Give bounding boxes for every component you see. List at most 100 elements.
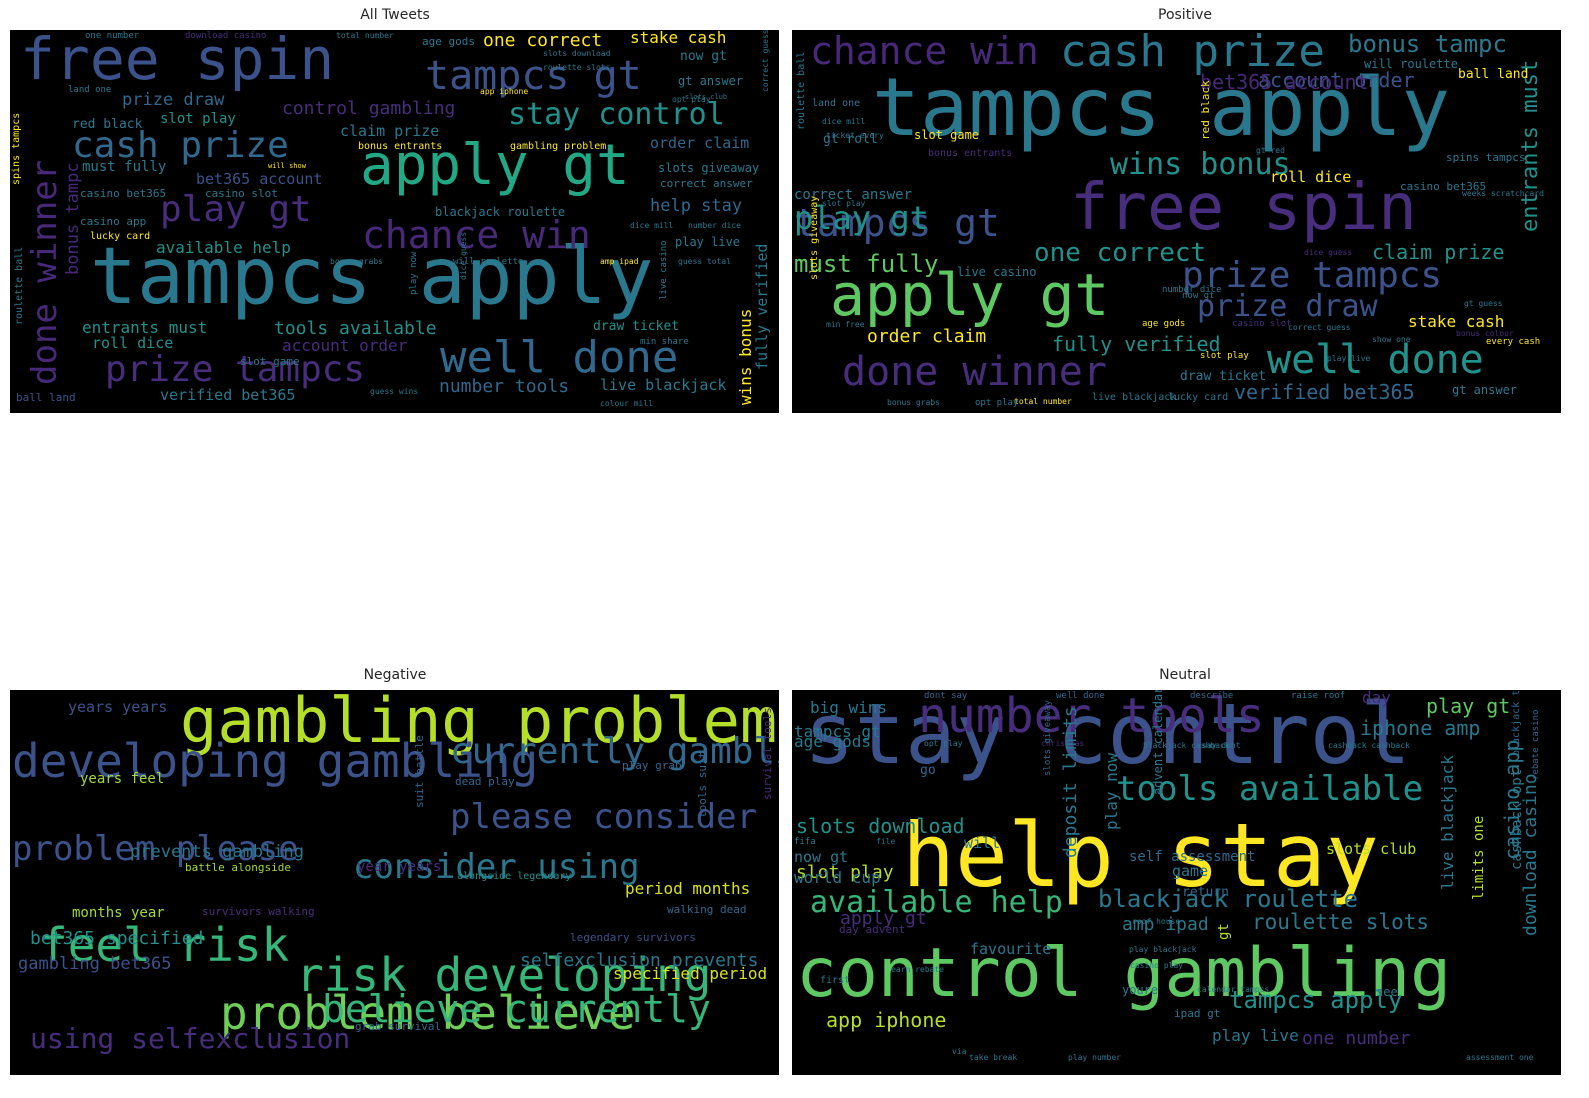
cloud-word: casino slot <box>1232 319 1292 329</box>
cloud-word: one correct <box>483 30 603 51</box>
cloud-word: bet365 account <box>1200 70 1369 94</box>
cloud-word: blackjack roulette <box>435 205 566 219</box>
cloud-word: tools available <box>274 318 437 339</box>
cloud-word: chance win <box>810 30 1039 73</box>
cloud-word: spins tampcs <box>11 112 22 185</box>
cloud-word: deposit limits <box>1060 706 1081 858</box>
cloud-word: guess wins <box>370 387 419 396</box>
panel-title: Neutral <box>1159 667 1211 683</box>
cloud-word: casino app <box>80 215 147 228</box>
cloud-word: specified period <box>613 964 768 983</box>
cloud-word: dice guess <box>1304 248 1353 257</box>
cloud-word: play now <box>1102 752 1121 830</box>
cloud-word: slot game <box>914 128 980 142</box>
cloud-word: please consider <box>450 797 758 837</box>
cloud-word: roof house <box>1132 917 1181 926</box>
cloud-word: number tools <box>918 690 1265 744</box>
cloud-word: bet365 account <box>196 170 323 188</box>
cloud-word: slots giveaway <box>658 161 760 175</box>
cloud-word: one correct <box>1034 238 1207 268</box>
cloud-word: gt <box>1216 923 1232 940</box>
cloud-word: bonus grabs <box>887 398 940 407</box>
cloud-word: bonus tampc <box>1348 30 1507 58</box>
panel-negative: Negative gambling problem developing gamb… <box>0 660 790 1090</box>
cloud-word: account order <box>1258 68 1415 92</box>
cloud-word: world cup <box>794 868 881 887</box>
cloud-word: assessment one <box>1466 1053 1534 1062</box>
cloud-word: bonus tampc <box>63 162 83 275</box>
cloud-word: gambling bet365 <box>18 954 172 974</box>
cloud-word: ball land <box>1458 67 1529 82</box>
cloud-word: prevents gambling <box>130 842 304 862</box>
cloud-word: apply gt <box>840 908 927 929</box>
cloud-word: bonus grabs <box>330 257 383 266</box>
cloud-word: play live <box>675 235 741 249</box>
cloud-word: walking dead <box>667 903 747 916</box>
cloud-word: amp ipad <box>600 257 639 266</box>
cloud-word: number dice <box>688 221 741 230</box>
cloud-word: bonus entrants <box>928 148 1013 159</box>
cloud-word: well done <box>1056 691 1105 701</box>
cloud-word: cashback opt <box>1509 768 1525 870</box>
cloud-word: well done <box>1267 337 1484 383</box>
cloud-word: apply gt <box>830 261 1110 329</box>
cloud-word: using selfexclusion <box>30 1022 351 1055</box>
cloud-word: blackjack roulette <box>1098 885 1359 913</box>
cloud-word: done winner <box>842 349 1107 395</box>
cloud-word: red black <box>72 117 143 132</box>
panel-title: All Tweets <box>360 7 430 23</box>
cloud-word: account order <box>282 336 408 355</box>
cloud-word: number dice <box>1162 285 1222 295</box>
word-cloud-neutral: stay control help stay control gambling num… <box>792 690 1561 1075</box>
cloud-word: well done <box>440 332 679 383</box>
cloud-word: correct answer <box>660 177 753 190</box>
cloud-word: casino bet365 <box>80 187 167 200</box>
cloud-word: cash prize <box>72 125 289 166</box>
panel-title: Negative <box>363 667 427 683</box>
cloud-word: available help <box>810 885 1063 920</box>
cloud-word: entrants must <box>82 318 208 337</box>
cloud-word: gt guess <box>1464 299 1503 308</box>
cloud-word: number tools <box>439 376 570 397</box>
cloud-word: stay control <box>508 97 725 132</box>
cloud-word: order claim <box>650 134 750 152</box>
cloud-word: download casino <box>185 31 267 41</box>
cloud-word: fully verified <box>753 243 771 370</box>
cloud-word: earn rebate <box>891 965 944 974</box>
cloud-word: via <box>952 1047 967 1056</box>
cloud-word: gt answer <box>678 74 744 88</box>
cloud-word: gambling problem <box>510 141 607 152</box>
cloud-word: will roulette <box>453 257 524 267</box>
cloud-word: day <box>1362 690 1391 707</box>
cloud-word: blackjack tampcs <box>1511 690 1522 756</box>
cloud-word: ipad gt <box>1174 1007 1221 1020</box>
cloud-word: dice mill <box>822 117 866 126</box>
cloud-word: play live <box>1327 354 1371 363</box>
cloud-word: prize tampcs <box>1182 255 1443 296</box>
cloud-word: live casino <box>659 240 669 300</box>
cloud-word: app iphone <box>480 87 529 96</box>
cloud-word: legendary survivors <box>570 931 696 944</box>
cloud-word: play now <box>409 251 419 295</box>
cloud-word: casino play <box>1130 961 1183 970</box>
cloud-word: consider using <box>353 847 640 887</box>
cloud-word: slots download <box>796 814 965 838</box>
cloud-word: first <box>820 975 851 986</box>
cloud-word: slot play <box>796 862 894 883</box>
cloud-word: one number <box>1302 1028 1411 1049</box>
cloud-word: currently gambling <box>450 731 779 772</box>
cloud-word: draw ticket <box>593 319 680 334</box>
cloud-word: gt roll <box>823 132 878 147</box>
cloud-word: rebate casino <box>1531 709 1541 780</box>
cloud-word: survivors walking <box>202 905 315 918</box>
cloud-word: dead play <box>455 775 515 788</box>
cloud-word: prize tampcs <box>105 349 366 390</box>
cloud-word: battle alongside <box>185 861 291 874</box>
cloud-word: tampcs gt <box>794 201 1000 245</box>
cloud-word: now gt <box>1182 291 1215 301</box>
cloud-word: available help <box>156 238 291 257</box>
cloud-word: now gt <box>794 848 849 866</box>
cloud-word: suit battle <box>413 735 426 808</box>
cloud-word: see <box>1376 985 1398 999</box>
panel-all-tweets: All Tweets free spin tampcs apply apply gt… <box>0 0 790 420</box>
